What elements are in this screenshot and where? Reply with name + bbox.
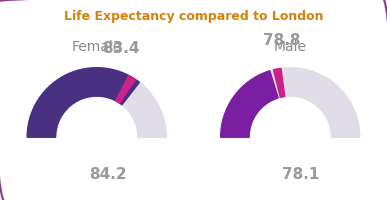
- Text: 83.4: 83.4: [102, 41, 140, 56]
- Text: Male: Male: [274, 40, 307, 54]
- Polygon shape: [221, 71, 278, 138]
- Polygon shape: [27, 68, 139, 138]
- Text: 78.8: 78.8: [263, 32, 300, 47]
- Text: Life Expectancy compared to London: Life Expectancy compared to London: [64, 10, 323, 23]
- Text: 84.2: 84.2: [89, 166, 127, 181]
- Polygon shape: [116, 76, 135, 104]
- Text: Female: Female: [72, 40, 122, 54]
- Polygon shape: [274, 69, 285, 98]
- Polygon shape: [27, 68, 166, 138]
- Polygon shape: [221, 68, 360, 138]
- Text: 78.1: 78.1: [283, 166, 320, 181]
